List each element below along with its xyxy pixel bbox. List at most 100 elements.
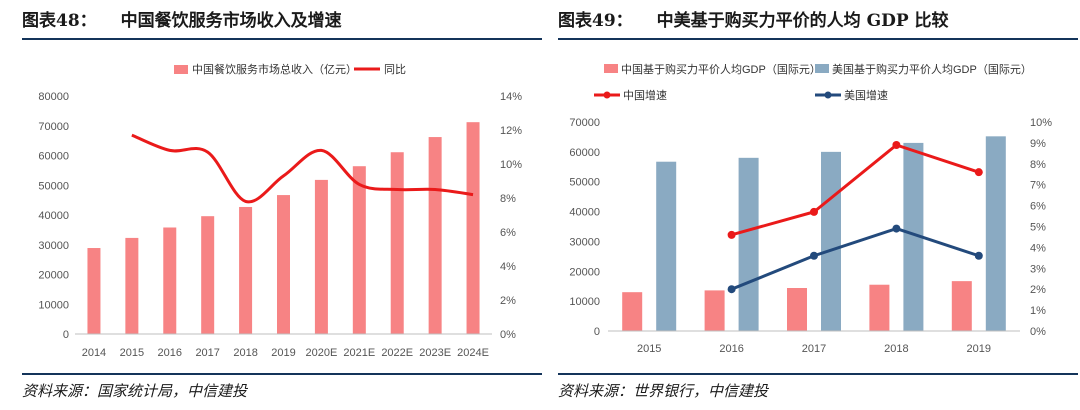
china-gdp-bar xyxy=(951,281,972,331)
figure-number: 图表48： xyxy=(22,11,97,31)
title-rule xyxy=(22,38,542,40)
x-tick-label: 2024E xyxy=(457,347,489,359)
left-y-tick-label: 40000 xyxy=(38,210,69,222)
revenue-bar xyxy=(163,227,177,334)
china-growth-point xyxy=(727,230,736,239)
x-tick-label: 2017 xyxy=(802,343,826,355)
china-growth-point xyxy=(974,168,983,177)
left-y-tick-label: 0 xyxy=(63,329,69,341)
figure-title: 图表49： 中美基于购买力平价的人均 GDP 比较 xyxy=(558,6,1078,32)
right-y-tick-label: 14% xyxy=(500,91,522,103)
right-y-tick-label: 0% xyxy=(500,329,516,341)
revenue-bar xyxy=(125,237,139,334)
us-growth-point xyxy=(727,285,736,294)
source-note: 资料来源：国家统计局，中信建投 xyxy=(22,382,248,400)
x-tick-label: 2021E xyxy=(343,347,375,359)
revenue-bar xyxy=(428,137,442,334)
right-y-tick-label: 10% xyxy=(1030,117,1052,129)
right-y-tick-label: 1% xyxy=(1030,305,1046,317)
right-y-tick-label: 2% xyxy=(500,295,516,307)
legend-swatch-china-gdp xyxy=(604,64,618,73)
china-growth-point xyxy=(892,140,901,149)
x-tick-label: 2023E xyxy=(419,347,451,359)
china-gdp-bar xyxy=(622,292,643,331)
right-y-tick-label: 4% xyxy=(500,261,516,273)
us-gdp-bar xyxy=(656,161,677,331)
right-y-tick-label: 12% xyxy=(500,125,522,137)
legend-label-china-growth: 中国增速 xyxy=(623,88,667,102)
us-gdp-bar xyxy=(985,136,1006,331)
x-tick-label: 2020E xyxy=(306,347,338,359)
legend-label-us-growth: 美国增速 xyxy=(844,88,888,102)
china-gdp-bar xyxy=(787,288,807,331)
left-y-tick-label: 70000 xyxy=(38,121,69,133)
x-tick-label: 2016 xyxy=(158,347,182,359)
right-y-tick-label: 4% xyxy=(1030,242,1046,254)
left-y-tick-label: 50000 xyxy=(38,180,69,192)
right-y-tick-label: 7% xyxy=(1030,180,1046,192)
restaurant-revenue-chart: 中国餐饮服务市场总收入（亿元） 同比 0 10000 20000 30000 40000 50… xyxy=(38,62,522,359)
legend-swatch-revenue xyxy=(174,65,188,74)
revenue-bar xyxy=(466,122,480,335)
legend-marker-us-growth xyxy=(824,91,832,99)
right-y-tick-label: 5% xyxy=(1030,222,1046,234)
right-y-tick-label: 8% xyxy=(1030,159,1046,171)
chart-panel-right: 图表49： 中美基于购买力平价的人均 GDP 比较 中国基于购买力平价人均GDP（… xyxy=(558,0,1078,410)
us-gdp-bar xyxy=(821,151,841,331)
left-y-tick-label: 70000 xyxy=(569,117,600,129)
left-y-tick-label: 60000 xyxy=(38,151,69,163)
x-tick-label: 2015 xyxy=(120,347,144,359)
source-rule xyxy=(558,373,1078,375)
x-tick-label: 2019 xyxy=(967,343,991,355)
x-tick-label: 2022E xyxy=(381,347,413,359)
revenue-bar xyxy=(314,179,328,334)
right-y-tick-label: 9% xyxy=(1030,138,1046,150)
us-growth-point xyxy=(810,251,818,260)
legend-swatch-us-gdp xyxy=(815,64,829,73)
china-growth-line xyxy=(731,143,980,237)
left-y-tick-label: 10000 xyxy=(569,296,600,308)
us-growth-line xyxy=(731,227,980,291)
revenue-bar xyxy=(87,248,101,334)
revenue-bar xyxy=(390,152,404,334)
legend-label-china-gdp: 中国基于购买力平价人均GDP（国际元） xyxy=(621,62,821,76)
figure-title: 图表48： 中国餐饮服务市场收入及增速 xyxy=(22,6,542,32)
left-y-tick-label: 30000 xyxy=(569,236,600,248)
china-growth-point xyxy=(810,207,818,216)
right-y-tick-label: 6% xyxy=(1030,201,1046,213)
right-y-tick-label: 3% xyxy=(1030,263,1046,275)
revenue-bar xyxy=(352,166,366,334)
left-y-tick-label: 10000 xyxy=(38,299,69,311)
legend-label-us-gdp: 美国基于购买力平价人均GDP（国际元） xyxy=(832,62,1032,76)
revenue-bar xyxy=(277,195,290,334)
figure-number: 图表49： xyxy=(558,11,633,31)
us-growth-point xyxy=(974,251,983,260)
x-tick-label: 2019 xyxy=(271,347,295,359)
x-tick-label: 2015 xyxy=(637,343,661,355)
us-growth-point xyxy=(892,224,901,233)
figure-title-text: 中国餐饮服务市场收入及增速 xyxy=(120,11,342,31)
figure-title-text: 中美基于购买力平价的人均 GDP 比较 xyxy=(656,11,949,31)
x-tick-label: 2016 xyxy=(719,343,743,355)
right-y-tick-label: 10% xyxy=(500,159,522,171)
revenue-bar xyxy=(239,206,253,334)
left-y-tick-label: 0 xyxy=(594,326,600,338)
right-y-tick-label: 2% xyxy=(1030,284,1046,296)
china-gdp-bar xyxy=(704,290,725,331)
growth-line xyxy=(131,133,474,204)
right-y-tick-label: 8% xyxy=(500,193,516,205)
left-y-tick-label: 30000 xyxy=(38,240,69,252)
left-y-tick-label: 40000 xyxy=(569,207,600,219)
legend-marker-china-growth xyxy=(603,91,611,99)
source-rule xyxy=(22,373,542,375)
x-tick-label: 2018 xyxy=(233,347,257,359)
legend-label-revenue: 中国餐饮服务市场总收入（亿元） xyxy=(192,62,357,76)
title-rule xyxy=(558,38,1078,40)
china-gdp-bar xyxy=(869,284,890,331)
left-y-tick-label: 60000 xyxy=(569,147,600,159)
legend-label-growth: 同比 xyxy=(384,63,406,76)
chart-panel-left: 图表48： 中国餐饮服务市场收入及增速 中国餐饮服务市场总收入（亿元） 同比 0 100… xyxy=(22,0,542,410)
revenue-bar xyxy=(201,216,215,334)
us-gdp-bar xyxy=(738,157,759,331)
left-y-tick-label: 50000 xyxy=(569,177,600,189)
